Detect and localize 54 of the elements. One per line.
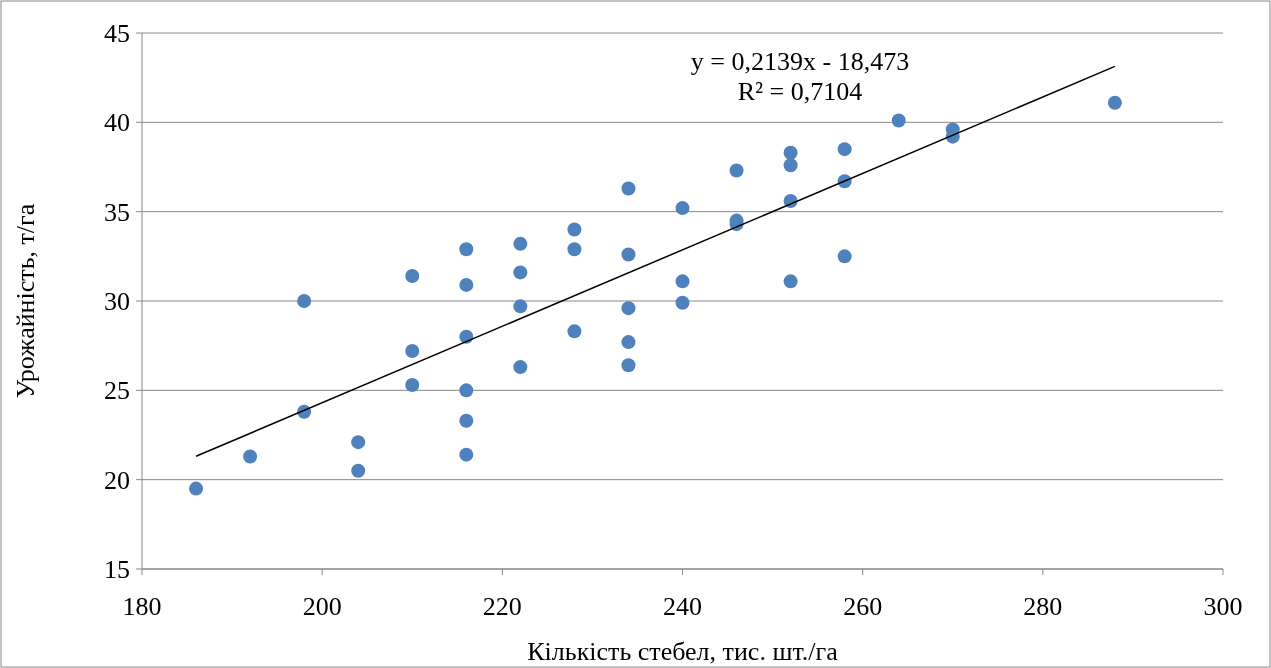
point bbox=[621, 358, 636, 373]
point bbox=[621, 335, 636, 350]
annotation: R² = 0,7104 bbox=[737, 77, 863, 106]
point bbox=[513, 360, 528, 375]
point bbox=[513, 299, 528, 314]
point bbox=[567, 242, 582, 257]
point bbox=[567, 324, 582, 339]
point bbox=[189, 481, 204, 496]
point bbox=[621, 247, 636, 262]
point bbox=[783, 145, 798, 160]
point bbox=[405, 377, 420, 392]
x-tick-label: 300 bbox=[1203, 592, 1243, 621]
point bbox=[297, 294, 312, 308]
y-tick-label: 45 bbox=[104, 19, 130, 49]
y-tick-label: 30 bbox=[104, 287, 130, 317]
point bbox=[459, 447, 474, 462]
point bbox=[729, 163, 744, 178]
x-tick-label: 220 bbox=[482, 592, 522, 621]
point bbox=[405, 268, 420, 283]
point bbox=[567, 222, 582, 237]
point bbox=[459, 413, 474, 428]
point bbox=[351, 463, 366, 478]
point bbox=[405, 344, 420, 359]
point bbox=[675, 201, 690, 216]
point bbox=[783, 274, 798, 289]
point bbox=[243, 449, 258, 464]
y-tick-label: 35 bbox=[104, 197, 130, 227]
y-tick-label: 25 bbox=[104, 376, 130, 406]
x-tick-label: 180 bbox=[122, 592, 162, 621]
point bbox=[513, 236, 528, 251]
point bbox=[675, 274, 690, 289]
annotation: y = 0,2139x - 18,473 bbox=[690, 47, 910, 76]
point bbox=[621, 301, 636, 316]
point bbox=[837, 142, 852, 157]
point bbox=[837, 249, 852, 264]
point bbox=[1107, 95, 1122, 110]
y-tick-label: 40 bbox=[104, 108, 130, 138]
y-axis-title: Урожайність, т/га bbox=[11, 203, 40, 399]
point bbox=[513, 265, 528, 280]
y-tick-label: 20 bbox=[104, 465, 130, 495]
point bbox=[891, 113, 906, 128]
point bbox=[783, 158, 798, 173]
point bbox=[675, 295, 690, 310]
y-tick-label: 15 bbox=[104, 555, 130, 585]
x-tick-label: 260 bbox=[843, 592, 883, 621]
point bbox=[459, 277, 474, 292]
point bbox=[459, 383, 474, 398]
x-tick-label: 280 bbox=[1023, 592, 1063, 621]
point bbox=[351, 435, 366, 450]
point bbox=[459, 242, 474, 257]
x-tick-label: 240 bbox=[663, 592, 702, 621]
point bbox=[621, 181, 636, 196]
x-axis-title: Кількість стебел, тис. шт./га bbox=[527, 637, 839, 666]
x-tick-label: 200 bbox=[302, 592, 342, 621]
